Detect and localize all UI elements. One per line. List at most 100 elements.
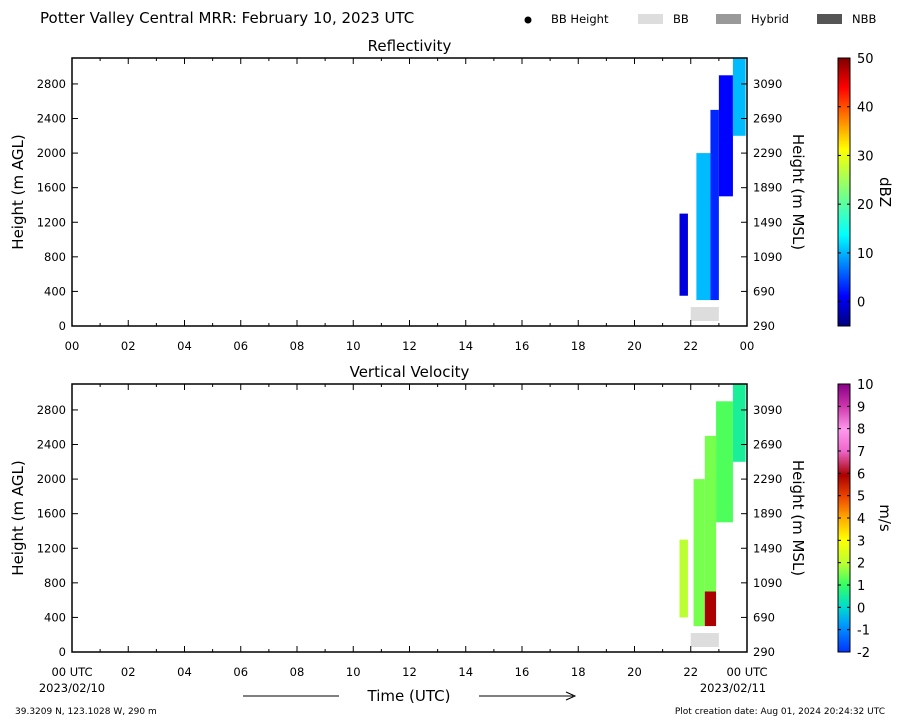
- x-tick-label: 00 UTC: [726, 665, 767, 679]
- y-axis-label: Height (m AGL): [9, 134, 27, 249]
- precip-column: [732, 58, 746, 136]
- colorbar-tick-label: 20: [857, 198, 874, 213]
- legend-swatch: [638, 14, 663, 24]
- colorbar-tick-label: 6: [857, 467, 865, 482]
- precip-column: [704, 591, 717, 627]
- y2-tick-label: 2690: [753, 112, 782, 126]
- panel-title: Vertical Velocity: [350, 363, 470, 381]
- x-tick-label: 12: [402, 339, 417, 353]
- colorbar-label: m/s: [876, 504, 894, 532]
- colorbar-tick-label: -1: [857, 624, 870, 639]
- colorbar-tick-label: 8: [857, 423, 865, 438]
- legend-label: NBB: [852, 12, 876, 26]
- y2-tick-label: 1890: [753, 181, 782, 195]
- colorbar-tick-label: 4: [857, 512, 865, 527]
- y-tick-label: 2800: [37, 77, 66, 91]
- legend-label: Hybrid: [751, 12, 789, 26]
- x-tick-label: 20: [627, 665, 642, 679]
- colorbar-tick-label: 3: [857, 534, 865, 549]
- y-tick-label: 2000: [37, 146, 66, 160]
- colorbar-tick-label: 2: [857, 557, 865, 572]
- y-tick-label: 800: [44, 250, 66, 264]
- colorbar-tick-label: 7: [857, 445, 865, 460]
- precip-column: [696, 153, 711, 301]
- xlabel-arrowhead: [565, 691, 577, 701]
- x-tick-label: 22: [683, 339, 698, 353]
- x-tick-label: 04: [177, 339, 192, 353]
- y-tick-label: 1600: [37, 507, 66, 521]
- legend-marker-bb-height: [524, 16, 532, 24]
- y2-tick-label: 690: [753, 610, 775, 624]
- plot-creation-date: Plot creation date: Aug 01, 2024 20:24:3…: [675, 707, 885, 717]
- x-tick-label: 18: [571, 665, 586, 679]
- y-axis-label: Height (m AGL): [9, 460, 27, 575]
- y-tick-label: 2400: [37, 438, 66, 452]
- y2-tick-label: 1490: [753, 215, 782, 229]
- y2-tick-label: 1890: [753, 507, 782, 521]
- colorbar-label: dBZ: [876, 177, 894, 207]
- colorbar-tick-label: 5: [857, 490, 865, 505]
- y2-tick-label: 1090: [753, 576, 782, 590]
- precip-column: [693, 479, 705, 627]
- y-tick-label: 400: [44, 284, 66, 298]
- figure-legend: BB Height BB Hybrid NBB: [524, 12, 876, 26]
- colorbar-tick-label: 30: [857, 149, 874, 164]
- precip-column: [679, 213, 688, 296]
- y-tick-label: 1200: [37, 215, 66, 229]
- x-tick-label: 04: [177, 665, 192, 679]
- y2-tick-label: 1090: [753, 250, 782, 264]
- precip-column: [679, 539, 688, 618]
- precip-column: [718, 75, 733, 197]
- colorbar-tick-label: 0: [857, 296, 865, 311]
- plot-frame: [71, 383, 748, 653]
- precip-column: [732, 384, 746, 462]
- y-tick-label: 0: [59, 319, 66, 333]
- plot-frame: [71, 57, 748, 327]
- precip-column: [710, 109, 719, 301]
- y-tick-label: 2000: [37, 472, 66, 486]
- x-tick-label: 02: [121, 665, 136, 679]
- y2-tick-label: 1490: [753, 541, 782, 555]
- y-tick-label: 2800: [37, 403, 66, 417]
- y-tick-label: 1600: [37, 181, 66, 195]
- x-tick-label: 10: [346, 339, 361, 353]
- x-tick-label: 14: [458, 339, 473, 353]
- x-tick-label: 16: [515, 665, 530, 679]
- y2-tick-label: 3090: [753, 403, 782, 417]
- y2-tick-label: 290: [753, 645, 775, 659]
- y-tick-label: 800: [44, 576, 66, 590]
- y2-tick-label: 690: [753, 284, 775, 298]
- end-date-label: 2023/02/11: [700, 681, 766, 695]
- colorbar-tick-label: -2: [857, 646, 870, 661]
- y-tick-label: 0: [59, 645, 66, 659]
- precip-column: [716, 401, 733, 523]
- y2-tick-label: 3090: [753, 77, 782, 91]
- colorbar-tick-label: 50: [857, 52, 874, 67]
- x-tick-label: 16: [515, 339, 530, 353]
- colorbar-tick-label: 9: [857, 400, 865, 415]
- x-tick-label: 22: [683, 665, 698, 679]
- legend-label: BB Height: [551, 12, 609, 26]
- colorbar-tick-label: 10: [857, 247, 874, 262]
- colorbar-tick-label: 0: [857, 601, 865, 616]
- y-tick-label: 400: [44, 610, 66, 624]
- y2-tick-label: 2290: [753, 472, 782, 486]
- y2-tick-label: 2690: [753, 438, 782, 452]
- y2-tick-label: 290: [753, 319, 775, 333]
- y-tick-label: 2400: [37, 112, 66, 126]
- x-tick-label: 18: [571, 339, 586, 353]
- x-tick-label: 06: [233, 339, 248, 353]
- colorbar: [837, 57, 851, 327]
- legend-label: BB: [673, 12, 689, 26]
- start-date-label: 2023/02/10: [39, 681, 105, 695]
- bright-band-marker: [690, 307, 719, 321]
- colorbar-tick-label: 40: [857, 101, 874, 116]
- station-location: 39.3209 N, 123.1028 W, 290 m: [15, 707, 157, 717]
- y2-axis-label: Height (m MSL): [789, 460, 807, 576]
- x-tick-label: 08: [290, 665, 305, 679]
- legend-swatch: [817, 14, 842, 24]
- legend-swatch: [716, 14, 741, 24]
- x-axis-label: Time (UTC): [367, 687, 451, 705]
